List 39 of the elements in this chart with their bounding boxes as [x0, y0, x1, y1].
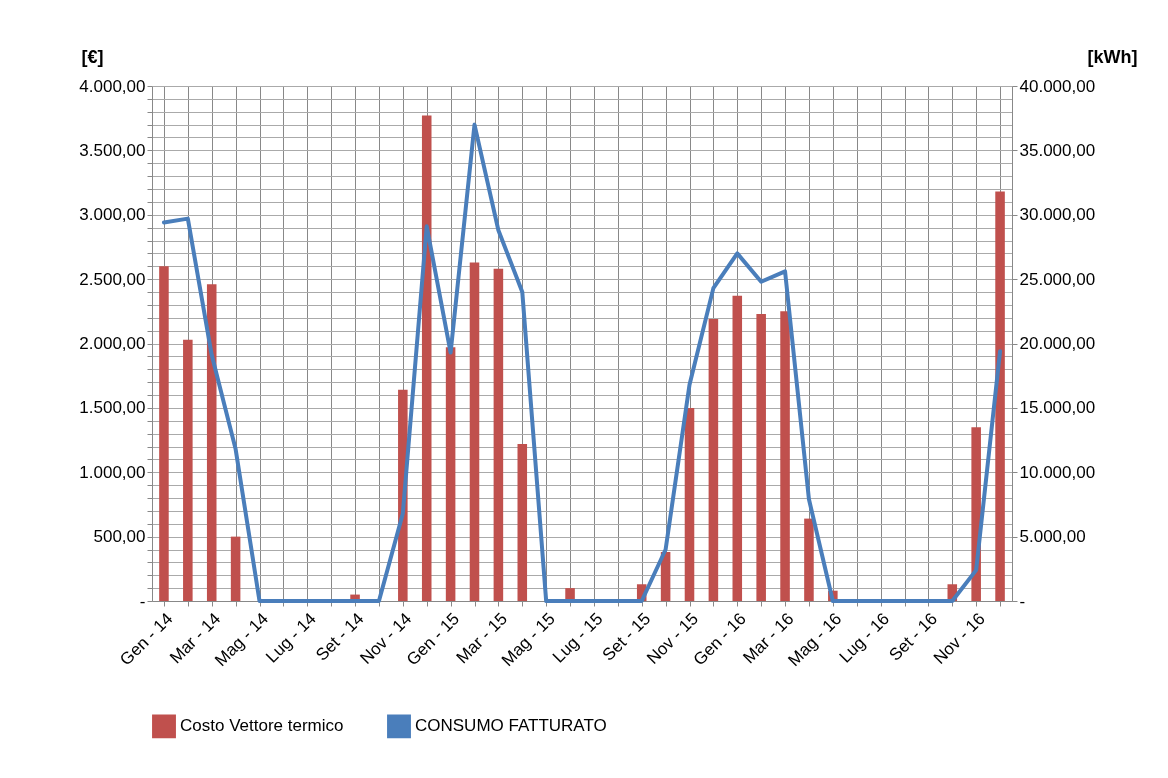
bar — [708, 319, 719, 601]
y-tick-label: 3.500,00 — [79, 140, 146, 160]
y2-tick-label: 5.000,00 — [1019, 527, 1086, 547]
y2-tick-label: 40.000,00 — [1019, 76, 1096, 96]
y2-tick-label: 15.000,00 — [1019, 398, 1096, 418]
bar — [804, 518, 814, 601]
bar — [493, 268, 504, 601]
y2-tick-label: 35.000,00 — [1019, 140, 1096, 160]
bar — [159, 266, 169, 601]
y2-axis-title: [kWh] — [1087, 46, 1138, 67]
y-tick-label: 1.500,00 — [79, 398, 146, 418]
y-tick-label: 4.000,00 — [79, 76, 146, 96]
bar — [732, 295, 743, 601]
y2-tick-label: 20.000,00 — [1019, 334, 1096, 353]
y-tick-label: 1.000,00 — [79, 462, 146, 482]
bar — [756, 313, 766, 601]
bar — [684, 407, 695, 601]
bar — [421, 115, 432, 601]
bar — [183, 339, 193, 601]
y2-tick-label: - — [1019, 591, 1026, 611]
y2-tick-label: 10.000,00 — [1019, 462, 1096, 482]
bar — [206, 284, 217, 601]
y-tick-label: 3.000,00 — [79, 205, 146, 225]
bar — [445, 347, 456, 601]
bar — [517, 443, 528, 601]
y2-tick-label: 30.000,00 — [1019, 205, 1096, 225]
bar — [469, 262, 480, 601]
y-axis-title: [€] — [81, 46, 104, 67]
y-tick-label: 2.000,00 — [79, 334, 146, 353]
bar — [995, 191, 1005, 601]
y-tick-label: - — [139, 591, 146, 611]
bar — [230, 536, 241, 601]
y2-tick-label: 25.000,00 — [1019, 269, 1096, 289]
legend-label: CONSUMO FATTURATO — [415, 716, 607, 736]
legend-label: Costo Vettore termico — [180, 716, 344, 736]
y-tick-label: 2.500,00 — [79, 269, 146, 289]
bar — [780, 311, 790, 601]
line-series — [161, 122, 1003, 603]
y-tick-label: 500,00 — [93, 527, 146, 547]
